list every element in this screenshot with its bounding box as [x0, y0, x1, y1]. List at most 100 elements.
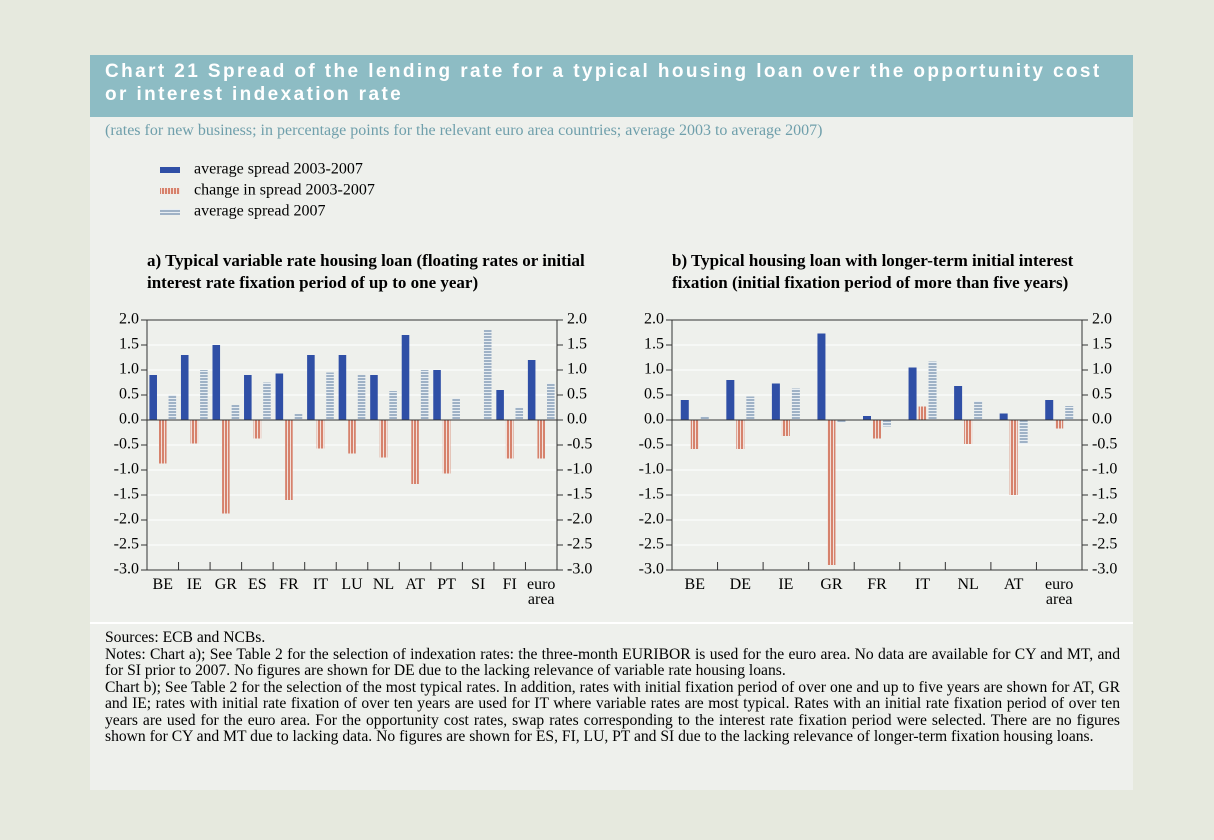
y-tick-label: -0.5	[1092, 436, 1117, 453]
x-tick-label: FR	[867, 576, 887, 593]
bar	[483, 330, 492, 420]
x-tick-label: FI	[502, 576, 517, 593]
bar	[515, 407, 524, 420]
bar	[316, 420, 325, 449]
y-tick-label: -0.5	[567, 436, 592, 453]
bar	[547, 383, 555, 420]
bar	[1019, 420, 1028, 444]
x-tick-label: euro area	[1044, 576, 1074, 608]
bar	[411, 420, 419, 484]
note: Notes: Chart a); See Table 2 for the sel…	[105, 645, 1120, 679]
x-tick-label: NL	[372, 576, 395, 593]
x-tick-label: IE	[186, 576, 202, 593]
y-tick-label: -1.5	[639, 486, 664, 503]
title-bar	[90, 55, 1133, 117]
plot-frame	[671, 319, 1083, 571]
x-tick-label: BE	[684, 576, 705, 593]
x-tick-label: FR	[279, 576, 299, 593]
y-tick-label: 0.0	[119, 411, 139, 428]
y-tick-label: 0.5	[644, 386, 664, 403]
y-tick-label: 2.0	[567, 311, 587, 328]
bar	[918, 406, 927, 420]
bar	[307, 355, 315, 420]
bar	[964, 420, 973, 444]
bar	[690, 420, 699, 449]
separator	[90, 622, 1133, 624]
x-tick-label: IE	[778, 576, 794, 593]
x-tick-label: BE	[152, 576, 173, 593]
bar	[149, 375, 157, 420]
y-tick-label: 1.0	[644, 361, 664, 378]
bar	[244, 375, 252, 420]
y-tick-label: -2.0	[639, 511, 664, 528]
bar	[1065, 406, 1074, 420]
x-tick-label: AT	[405, 576, 425, 593]
bar	[326, 372, 334, 420]
bar	[420, 370, 429, 420]
bar	[863, 416, 871, 420]
bar	[680, 400, 689, 420]
y-tick-label: -2.5	[1092, 536, 1117, 553]
x-tick-label: euro area	[527, 576, 556, 608]
bar	[1045, 400, 1054, 420]
chart-title: a) Typical variable rate housing loan (f…	[147, 251, 585, 292]
bar	[746, 396, 755, 420]
x-tick-label: LU	[341, 576, 363, 593]
bar	[883, 420, 891, 427]
y-tick-label: 0.5	[1092, 386, 1112, 403]
bar	[253, 420, 262, 439]
y-tick-label: -3.0	[639, 561, 664, 578]
title: Chart 21 Spread of the lending rate for …	[105, 61, 1102, 105]
x-tick-label: DE	[729, 576, 751, 593]
bar	[827, 420, 836, 565]
y-tick-label: 2.0	[644, 311, 664, 328]
bar	[837, 420, 846, 423]
y-tick-label: -3.0	[1092, 561, 1117, 578]
bar	[401, 335, 410, 420]
bar	[158, 420, 167, 464]
y-tick-label: 1.5	[567, 336, 587, 353]
y-tick-label: -0.5	[114, 436, 139, 453]
y-tick-label: 2.0	[119, 311, 139, 328]
y-tick-label: 1.0	[1092, 361, 1112, 378]
bar	[180, 355, 189, 420]
legend-swatch	[160, 188, 180, 194]
bar	[928, 361, 937, 420]
plot-frame	[146, 319, 558, 571]
bar	[212, 345, 221, 420]
bar	[231, 405, 240, 420]
bar	[700, 416, 709, 420]
bar	[1009, 420, 1018, 495]
y-tick-label: 2.0	[1092, 311, 1112, 328]
bar	[974, 401, 983, 420]
bar	[791, 388, 800, 420]
y-tick-label: -2.5	[114, 536, 139, 553]
bar	[263, 382, 271, 420]
y-tick-label: 1.5	[644, 336, 664, 353]
y-tick-label: 1.5	[1092, 336, 1112, 353]
x-tick-label: IT	[312, 576, 328, 593]
y-tick-label: -1.5	[567, 486, 592, 503]
y-tick-label: -1.5	[1092, 486, 1117, 503]
bar	[389, 391, 397, 420]
y-tick-label: -3.0	[114, 561, 139, 578]
y-tick-label: 1.0	[567, 361, 587, 378]
bar	[736, 420, 745, 449]
legend-label: average spread 2007	[194, 203, 326, 220]
y-tick-label: -2.0	[114, 511, 139, 528]
y-tick-label: -2.0	[1092, 511, 1117, 528]
bar	[294, 414, 303, 420]
y-tick-label: -1.0	[639, 461, 664, 478]
y-tick-label: 0.0	[567, 411, 587, 428]
bar	[379, 420, 388, 458]
bar	[496, 390, 504, 420]
y-tick-label: -2.5	[567, 536, 592, 553]
bar	[433, 370, 441, 420]
bar	[505, 420, 514, 459]
subtitle: (rates for new business; in percentage p…	[105, 122, 823, 139]
bar	[442, 420, 451, 474]
x-tick-label: NL	[957, 576, 979, 593]
bar	[452, 398, 460, 420]
